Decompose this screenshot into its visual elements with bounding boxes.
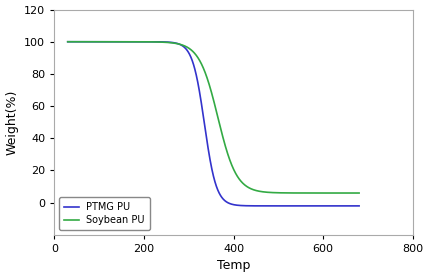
PTMG PU <box>199 103 204 107</box>
Legend: PTMG PU, Soybean PU: PTMG PU, Soybean PU <box>59 197 150 230</box>
Soybean PU <box>295 191 300 195</box>
Soybean PU <box>65 40 70 43</box>
Y-axis label: Weight(%): Weight(%) <box>6 90 18 155</box>
Soybean PU <box>356 191 362 195</box>
PTMG PU <box>348 204 353 208</box>
PTMG PU <box>356 204 362 208</box>
Line: Soybean PU: Soybean PU <box>68 42 359 193</box>
Soybean PU <box>80 40 85 43</box>
PTMG PU <box>65 40 70 43</box>
PTMG PU <box>207 154 212 158</box>
PTMG PU <box>80 40 85 43</box>
Soybean PU <box>207 83 212 87</box>
Line: PTMG PU: PTMG PU <box>68 42 359 206</box>
PTMG PU <box>348 204 353 208</box>
X-axis label: Temp: Temp <box>217 259 250 272</box>
Soybean PU <box>199 63 204 66</box>
PTMG PU <box>295 204 300 208</box>
Soybean PU <box>348 191 353 195</box>
Soybean PU <box>348 191 353 195</box>
